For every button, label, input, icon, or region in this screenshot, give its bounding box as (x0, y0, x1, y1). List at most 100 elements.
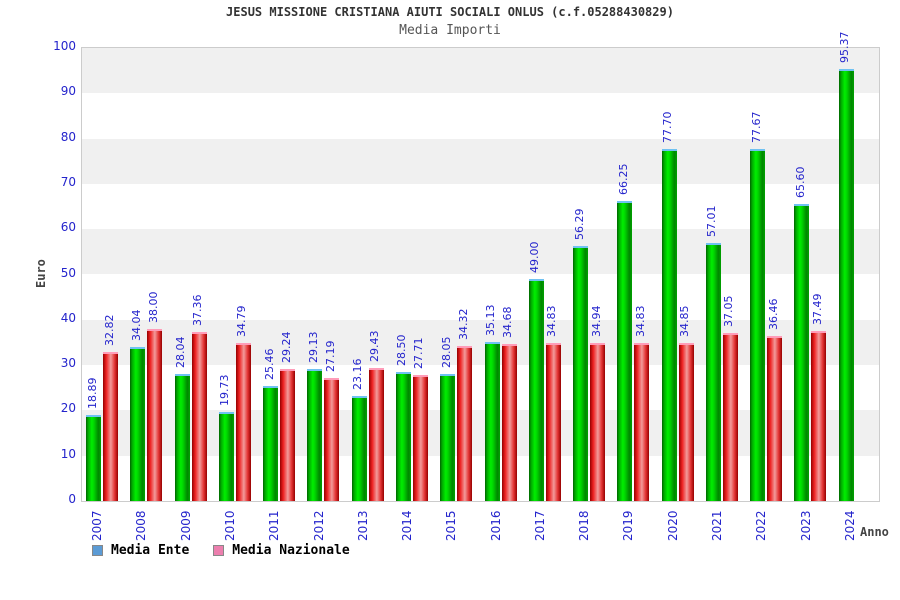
bar-value-label: 18.89 (85, 377, 99, 410)
bar-media-ente-2017 (528, 279, 544, 501)
chart-subtitle: Media Importi (399, 23, 501, 38)
bar-media-nazionale-2011 (280, 369, 296, 501)
y-tick-label: 10 (60, 446, 76, 461)
bar-media-ente-2011 (263, 386, 279, 501)
bar-value-label: 36.46 (766, 298, 780, 331)
x-tick-label-2007: 2007 (90, 510, 105, 541)
bar-media-nazionale-2009 (191, 332, 207, 501)
grid-band (82, 274, 879, 320)
x-tick-label-2020: 2020 (665, 510, 680, 541)
x-tick-label-2013: 2013 (355, 510, 370, 541)
legend-swatch-media-ente (92, 544, 103, 556)
y-tick-label: 70 (60, 174, 76, 189)
bar-value-label: 57.01 (705, 205, 719, 238)
y-tick-label: 100 (53, 39, 76, 53)
bar-value-label: 34.79 (235, 305, 249, 338)
grid-band (82, 410, 879, 456)
bar-value-label: 32.82 (102, 314, 116, 347)
bar-value-label: 37.49 (810, 293, 824, 326)
y-tick-label: 50 (60, 265, 76, 280)
grid-band (82, 365, 879, 411)
bar-value-label: 34.04 (129, 309, 143, 342)
bar-value-label: 49.00 (528, 241, 542, 274)
bar-media-nazionale-2007 (103, 352, 118, 501)
grid-band (82, 48, 879, 94)
bar-media-nazionale-2013 (368, 368, 384, 501)
bar-value-label: 27.71 (412, 337, 426, 370)
bar-value-label: 65.60 (793, 166, 807, 199)
bar-media-nazionale-2018 (590, 343, 606, 501)
bar-value-label: 25.46 (262, 348, 276, 381)
bar-value-label: 27.19 (323, 340, 337, 373)
bar-media-ente-2022 (750, 149, 766, 501)
x-tick-label-2016: 2016 (488, 510, 503, 541)
bar-value-label: 34.83 (545, 305, 559, 338)
x-tick-label-2022: 2022 (754, 510, 769, 541)
x-tick-label-2018: 2018 (577, 510, 592, 541)
y-axis-title: Euro (34, 259, 48, 288)
bar-value-label: 29.13 (306, 331, 320, 364)
bar-media-nazionale-2019 (634, 343, 650, 501)
bar-value-label: 34.83 (633, 305, 647, 338)
bar-media-nazionale-2017 (545, 343, 561, 501)
bar-media-ente-2016 (484, 342, 500, 501)
x-tick-label-2010: 2010 (222, 510, 237, 541)
bar-value-label: 77.70 (661, 111, 675, 144)
bar-media-ente-2007 (86, 415, 101, 501)
bar-media-nazionale-2016 (501, 344, 517, 501)
bar-value-label: 28.04 (174, 336, 188, 369)
bar-media-ente-2014 (395, 372, 411, 501)
bar-value-label: 56.29 (572, 208, 586, 241)
bar-value-label: 37.36 (191, 294, 205, 327)
legend: Media Ente Media Nazionale (92, 542, 374, 558)
bar-media-ente-2010 (218, 412, 234, 501)
grid-band (82, 455, 879, 501)
bar-media-nazionale-2022 (767, 336, 783, 501)
grid-band (82, 229, 879, 275)
bar-media-nazionale-2023 (811, 331, 827, 501)
bar-media-ente-2009 (174, 374, 190, 501)
x-tick-label-2015: 2015 (444, 510, 459, 541)
legend-label-media-nazionale: Media Nazionale (232, 542, 350, 558)
y-tick-label: 0 (68, 492, 76, 506)
bar-value-label: 29.43 (368, 330, 382, 363)
y-tick-label: 60 (60, 220, 76, 235)
chart-title: JESUS MISSIONE CRISTIANA AIUTI SOCIALI O… (226, 5, 674, 19)
legend-label-media-ente: Media Ente (111, 542, 190, 558)
bar-media-nazionale-2012 (324, 378, 340, 501)
x-tick-label-2008: 2008 (134, 510, 149, 541)
bar-media-ente-2021 (705, 243, 721, 501)
bar-value-label: 34.85 (678, 305, 692, 338)
bar-media-ente-2018 (573, 246, 589, 501)
y-tick-label: 30 (60, 356, 76, 371)
bar-value-label: 38.00 (146, 291, 160, 324)
bar-value-label: 37.05 (722, 295, 736, 328)
x-tick-label-2009: 2009 (178, 510, 193, 541)
bar-value-label: 66.25 (616, 163, 630, 196)
x-tick-label-2023: 2023 (798, 510, 813, 541)
bar-media-ente-2020 (661, 149, 677, 501)
bar-value-label: 34.32 (456, 308, 470, 341)
x-tick-label-2019: 2019 (621, 510, 636, 541)
bar-value-label: 34.94 (589, 305, 603, 338)
bar-media-nazionale-2014 (412, 375, 428, 501)
bar-media-nazionale-2008 (147, 329, 163, 501)
x-axis-title: Anno (860, 525, 889, 539)
bar-media-ente-2024 (838, 69, 854, 501)
bar-value-label: 77.67 (749, 111, 763, 144)
bar-value-label: 28.50 (395, 334, 409, 367)
x-tick-label-2021: 2021 (710, 510, 725, 541)
x-tick-label-2024: 2024 (842, 510, 857, 541)
bar-value-label: 28.05 (439, 336, 453, 369)
x-tick-label-2012: 2012 (311, 510, 326, 541)
bar-media-ente-2012 (307, 369, 323, 501)
bar-media-nazionale-2010 (235, 343, 251, 501)
bar-media-nazionale-2015 (457, 346, 473, 501)
bar-media-ente-2008 (130, 347, 146, 501)
bar-media-ente-2019 (617, 201, 633, 501)
plot-area (81, 47, 880, 502)
grid-band (82, 319, 879, 366)
bar-media-ente-2023 (794, 204, 810, 501)
legend-swatch-media-nazionale (213, 544, 225, 556)
bar-value-label: 35.13 (484, 304, 497, 337)
